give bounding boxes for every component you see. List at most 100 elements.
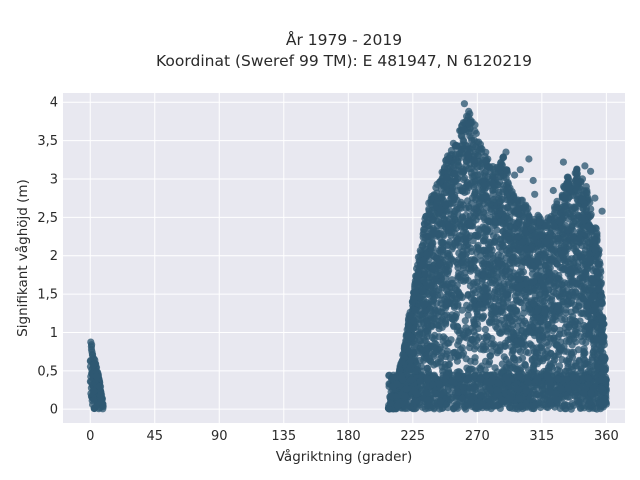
data-point (572, 242, 581, 251)
data-point (536, 225, 545, 233)
data-point (416, 261, 424, 269)
data-point (451, 294, 459, 302)
data-point (447, 178, 455, 186)
data-point (557, 346, 565, 354)
data-point (457, 346, 465, 354)
data-point (520, 226, 528, 234)
data-point (578, 242, 586, 250)
data-point (597, 280, 605, 288)
x-tick-label: 225 (400, 429, 425, 444)
data-point (462, 157, 471, 166)
data-point (557, 338, 565, 346)
data-point (545, 260, 553, 269)
data-point (593, 405, 601, 413)
data-point (576, 280, 584, 288)
data-point (411, 397, 419, 405)
data-point (441, 363, 449, 371)
data-point (470, 209, 478, 217)
data-point (552, 203, 560, 211)
data-point (463, 180, 471, 188)
data-point (464, 306, 472, 314)
data-point (568, 341, 576, 349)
data-point (432, 184, 440, 192)
data-point (529, 218, 537, 226)
data-point (585, 331, 593, 339)
data-point (402, 385, 410, 393)
data-point (466, 222, 474, 230)
data-point (474, 186, 482, 194)
data-point (515, 331, 524, 339)
data-point (519, 268, 528, 276)
x-axis-ticks: 0 45 90 135 180 225 270 315 360 (86, 429, 619, 444)
data-point (557, 204, 565, 212)
data-point (518, 321, 527, 329)
data-point (486, 200, 494, 208)
data-point (509, 241, 518, 249)
data-point (471, 127, 479, 135)
data-point (593, 267, 601, 275)
data-point (513, 338, 521, 346)
data-point (580, 389, 588, 397)
data-point (584, 264, 592, 272)
data-point (427, 195, 435, 203)
data-point (562, 392, 570, 400)
data-point (460, 166, 468, 174)
data-point (406, 356, 414, 365)
data-point (479, 260, 487, 268)
data-point (480, 273, 488, 281)
data-point (507, 333, 515, 341)
data-point (496, 198, 504, 206)
data-point (499, 242, 507, 251)
data-point (583, 230, 591, 238)
data-point (468, 324, 476, 332)
data-point (387, 392, 395, 400)
data-point (543, 338, 551, 346)
data-point (470, 296, 478, 304)
data-point (539, 331, 547, 339)
data-point (430, 361, 438, 369)
data-point (463, 364, 471, 372)
data-point (497, 218, 505, 226)
y-tick-label: 3,5 (37, 134, 58, 149)
data-point (459, 259, 467, 267)
data-point (585, 239, 593, 247)
data-point (536, 218, 544, 226)
data-point (541, 253, 549, 261)
data-point (429, 290, 438, 298)
data-point (581, 360, 590, 368)
data-point (452, 400, 460, 408)
data-point (520, 309, 528, 317)
data-point (434, 307, 442, 315)
data-point (558, 356, 566, 364)
data-point (479, 246, 488, 254)
data-point (461, 174, 469, 182)
data-point (480, 181, 488, 189)
data-point (560, 401, 568, 409)
data-point (512, 384, 520, 393)
data-point (426, 305, 434, 313)
data-point (548, 255, 557, 263)
data-point (486, 352, 494, 360)
y-tick-label: 0 (50, 403, 58, 418)
data-point (443, 182, 451, 190)
data-point (505, 229, 513, 237)
data-point (549, 359, 558, 367)
data-point (598, 207, 606, 215)
data-point (503, 297, 511, 305)
x-tick-label: 0 (86, 429, 94, 444)
data-point (454, 323, 462, 331)
y-axis-ticks: 00,511,522,533,54 (37, 96, 58, 418)
data-point (448, 315, 456, 323)
data-point (554, 302, 562, 310)
data-point (387, 399, 395, 407)
chart-title-group: År 1979 - 2019 Koordinat (Sweref 99 TM):… (156, 30, 532, 70)
data-point (553, 197, 561, 205)
data-point (89, 354, 97, 362)
data-point (468, 173, 476, 181)
data-point (451, 348, 459, 356)
x-tick-label: 135 (271, 429, 296, 444)
data-point (450, 379, 458, 387)
data-point (552, 316, 560, 324)
data-point (574, 320, 582, 328)
